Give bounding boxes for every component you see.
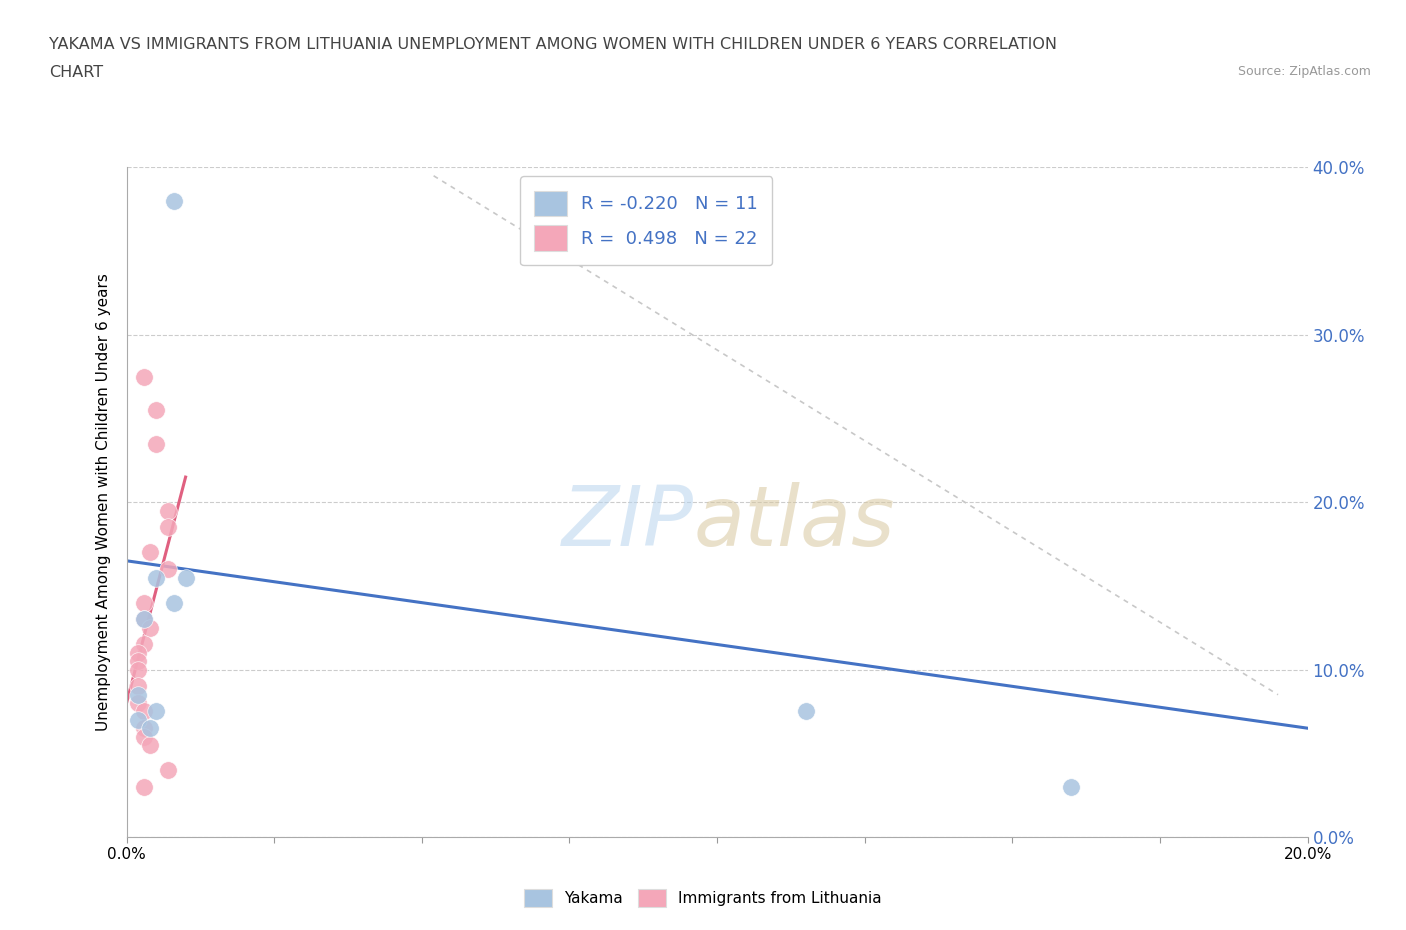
Point <box>127 696 149 711</box>
Point <box>794 704 817 719</box>
Point <box>163 193 186 208</box>
Point <box>139 545 162 560</box>
Text: CHART: CHART <box>49 65 103 80</box>
Point <box>134 704 156 719</box>
Point <box>145 570 167 585</box>
Text: atlas: atlas <box>693 482 896 563</box>
Point <box>134 595 156 610</box>
Text: Source: ZipAtlas.com: Source: ZipAtlas.com <box>1237 65 1371 78</box>
Text: YAKAMA VS IMMIGRANTS FROM LITHUANIA UNEMPLOYMENT AMONG WOMEN WITH CHILDREN UNDER: YAKAMA VS IMMIGRANTS FROM LITHUANIA UNEM… <box>49 37 1057 52</box>
Legend: R = -0.220   N = 11, R =  0.498   N = 22: R = -0.220 N = 11, R = 0.498 N = 22 <box>520 177 772 265</box>
Point <box>163 595 186 610</box>
Text: ZIP: ZIP <box>561 482 693 563</box>
Point <box>134 779 156 794</box>
Point <box>134 612 156 627</box>
Point <box>134 721 156 736</box>
Point <box>156 520 179 535</box>
Point <box>127 679 149 694</box>
Point <box>139 737 162 752</box>
Point <box>139 620 162 635</box>
Point <box>145 436 167 451</box>
Point <box>134 637 156 652</box>
Y-axis label: Unemployment Among Women with Children Under 6 years: Unemployment Among Women with Children U… <box>96 273 111 731</box>
Point <box>127 712 149 727</box>
Point <box>134 729 156 744</box>
Point <box>174 570 197 585</box>
Point <box>139 721 162 736</box>
Point <box>145 403 167 418</box>
Point <box>134 612 156 627</box>
Point <box>156 763 179 777</box>
Point <box>156 503 179 518</box>
Point <box>145 704 167 719</box>
Point <box>127 662 149 677</box>
Point <box>1060 779 1083 794</box>
Point <box>156 562 179 577</box>
Point <box>134 369 156 384</box>
Point <box>127 645 149 660</box>
Point <box>127 654 149 669</box>
Legend: Yakama, Immigrants from Lithuania: Yakama, Immigrants from Lithuania <box>519 884 887 913</box>
Point <box>127 687 149 702</box>
